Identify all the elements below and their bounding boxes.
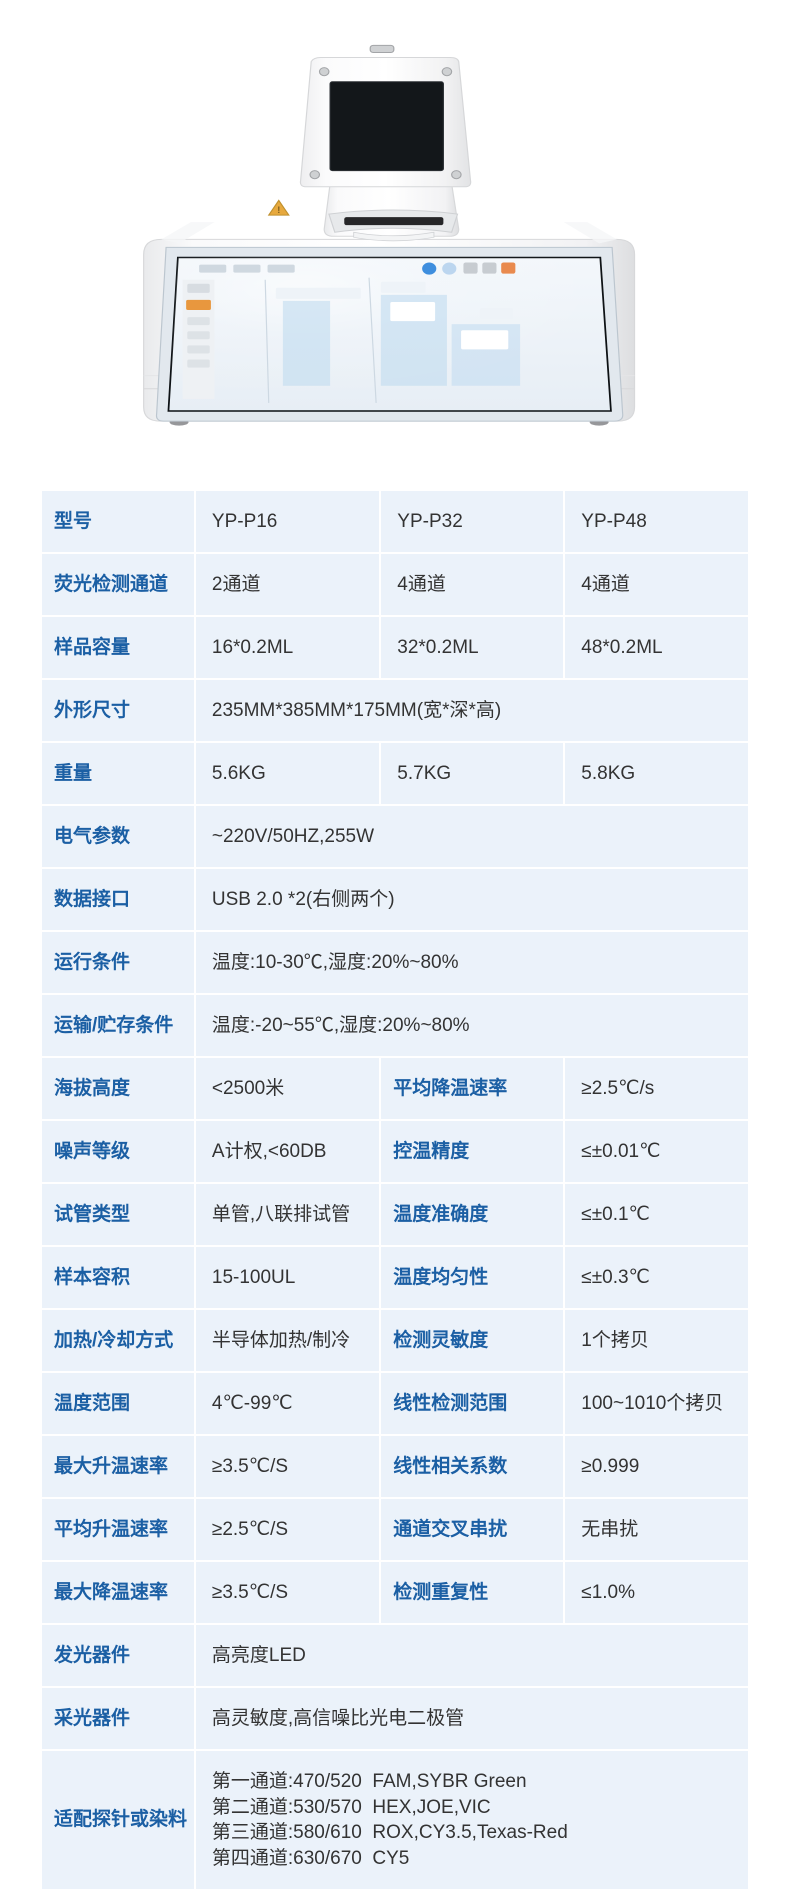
svg-text:!: !: [277, 206, 281, 216]
